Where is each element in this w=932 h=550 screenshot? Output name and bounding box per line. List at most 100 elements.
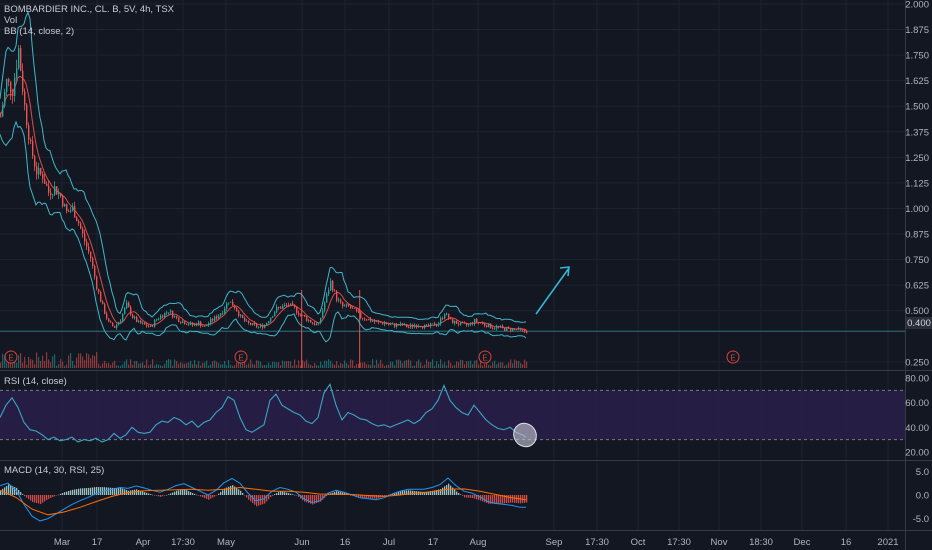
candle-body xyxy=(118,322,120,325)
candle-body xyxy=(492,328,494,329)
candle-body xyxy=(376,321,378,323)
candle-body xyxy=(26,104,28,126)
volume-bar xyxy=(350,359,352,368)
macd-hist-bar xyxy=(8,484,10,495)
candle-body xyxy=(48,185,50,193)
volume-bar xyxy=(452,365,454,368)
candle-body xyxy=(212,318,214,321)
volume-bar xyxy=(228,359,230,368)
candle-body xyxy=(444,314,446,319)
macd-hist-bar xyxy=(28,495,30,500)
candle-body xyxy=(136,316,138,322)
volume-bar xyxy=(180,362,182,368)
volume-bar xyxy=(174,359,176,368)
time-axis[interactable]: Mar 17 Apr 17:30 May Jun 16 Jul 17 Aug Sep 17:30 Oct… xyxy=(54,537,899,548)
last-price-tag xyxy=(906,317,932,329)
candle-body xyxy=(410,324,412,328)
projection-arrow[interactable] xyxy=(535,267,570,315)
volume-bar xyxy=(88,354,90,368)
candle-body xyxy=(482,323,484,324)
macd-legend[interactable]: MACD (14, 30, RSI, 25) xyxy=(4,465,105,476)
time-tick-label: 17:30 xyxy=(171,537,195,548)
candle-body xyxy=(262,324,264,328)
volume-bar xyxy=(282,360,284,368)
earnings-marker-label: E xyxy=(482,354,487,363)
volume-bar xyxy=(330,360,332,368)
volume-bar xyxy=(146,359,148,368)
price-tick-label: 1.875 xyxy=(905,25,929,36)
candle-body xyxy=(94,266,96,277)
candle-body xyxy=(330,280,332,291)
symbol-label[interactable]: BOMBARDIER INC., CL. B, 5V, 4h, TSX xyxy=(4,4,175,15)
macd-hist-bar xyxy=(88,487,90,495)
macd-hist-bar xyxy=(140,490,142,495)
candle-body xyxy=(304,315,306,317)
candle-body xyxy=(88,246,90,252)
price-tick-label: 0.250 xyxy=(905,357,929,368)
volume-bar xyxy=(152,359,154,368)
macd-line xyxy=(0,477,526,522)
macd-hist-bar xyxy=(60,493,62,495)
volume-bar xyxy=(302,360,304,368)
volume-bar xyxy=(268,362,270,368)
rsi-line xyxy=(0,383,527,443)
rsi-highlight-circle[interactable] xyxy=(509,419,541,451)
volume-bar xyxy=(342,363,344,368)
volume-bar xyxy=(514,359,516,368)
macd-hist-bar xyxy=(200,495,202,497)
macd-hist-bar xyxy=(524,495,526,503)
candle-body xyxy=(174,316,176,318)
candle-body xyxy=(366,319,368,321)
volume-bar xyxy=(206,360,208,368)
macd-hist-bar xyxy=(310,495,312,504)
candle-body xyxy=(130,307,132,315)
price-axis[interactable]: 2.000 1.875 1.750 1.625 1.500 1.375 1.250 1.125… xyxy=(905,0,929,368)
candle-body xyxy=(248,320,250,323)
candle-body xyxy=(408,327,410,328)
volume-bar xyxy=(286,360,288,368)
candle-body xyxy=(60,193,62,197)
macd-hist-bar xyxy=(266,495,268,502)
volume-bar xyxy=(144,365,146,368)
macd-hist-bar xyxy=(108,487,110,495)
volume-bar xyxy=(162,365,164,368)
candle-body xyxy=(308,320,310,321)
volume-bar xyxy=(212,361,214,368)
grid-lines xyxy=(0,0,905,530)
volume-bar xyxy=(188,362,190,368)
volume-bar xyxy=(150,364,152,368)
candle-body xyxy=(260,324,262,327)
macd-hist-bar xyxy=(54,495,56,497)
volume-bar xyxy=(194,359,196,368)
volume-bar xyxy=(462,360,464,368)
volume-bar xyxy=(134,361,136,368)
macd-hist-bar xyxy=(326,495,328,496)
volume-label[interactable]: Vol xyxy=(4,15,18,26)
volume-bar xyxy=(270,364,272,368)
macd-hist-bar xyxy=(112,487,114,495)
macd-hist-bar xyxy=(510,495,512,503)
volume-bar xyxy=(474,360,476,368)
candle-body xyxy=(240,314,242,316)
volume-bar xyxy=(0,362,2,368)
candle-body xyxy=(264,325,266,328)
volume-bar xyxy=(210,364,212,368)
rsi-legend[interactable]: RSI (14, close) xyxy=(4,376,67,387)
volume-bar xyxy=(334,364,336,368)
volume-bar xyxy=(370,364,372,368)
macd-hist-bar xyxy=(188,491,190,495)
bb-label[interactable]: BB (14, close, 2) xyxy=(4,26,75,37)
volume-bar xyxy=(14,362,16,368)
candle-body xyxy=(446,313,448,315)
volume-bar xyxy=(258,360,260,368)
volume-bar xyxy=(70,352,72,368)
price-tick-label: 0.875 xyxy=(905,230,929,241)
candle-body xyxy=(416,325,418,328)
volume-bar xyxy=(130,359,132,368)
price-tick-label: 1.375 xyxy=(905,127,929,138)
candle-body xyxy=(274,312,276,317)
macd-hist-bar xyxy=(512,495,514,503)
